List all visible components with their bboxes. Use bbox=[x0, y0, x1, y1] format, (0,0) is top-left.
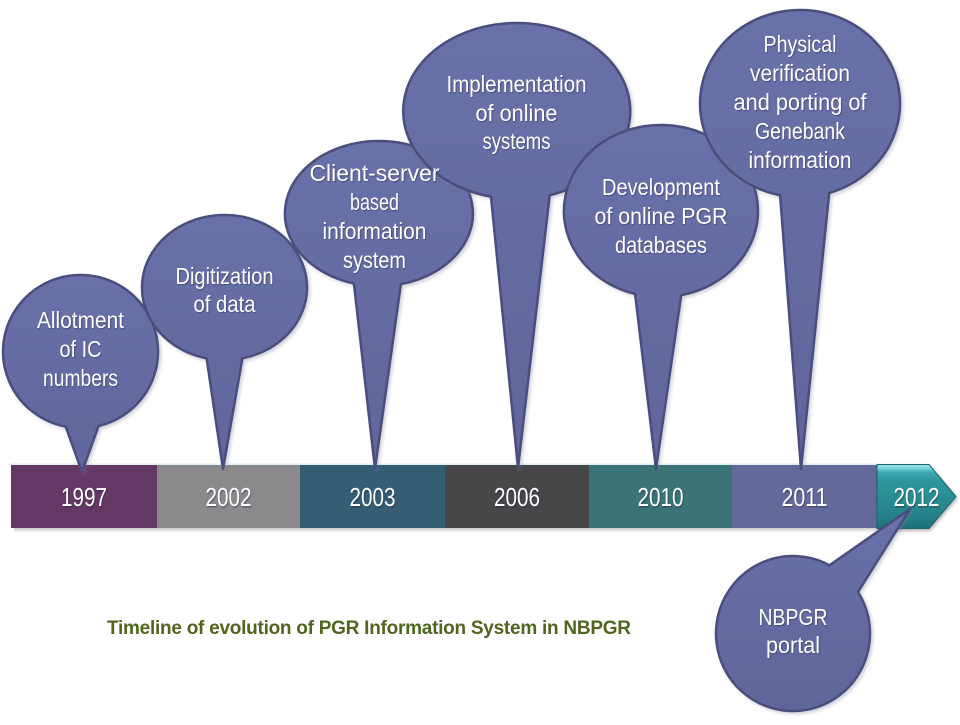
svg-text:2012: 2012 bbox=[894, 482, 940, 512]
svg-text:2002: 2002 bbox=[206, 482, 252, 512]
svg-text:Timeline of evolution of PGR I: Timeline of evolution of PGR Information… bbox=[107, 618, 631, 639]
svg-text:system: system bbox=[343, 247, 406, 273]
svg-text:Client-server: Client-server bbox=[310, 160, 440, 186]
svg-text:2006: 2006 bbox=[494, 482, 540, 512]
svg-text:and porting of: and porting of bbox=[734, 89, 868, 115]
svg-text:2011: 2011 bbox=[782, 482, 828, 512]
svg-text:2010: 2010 bbox=[638, 482, 684, 512]
svg-text:of data: of data bbox=[194, 291, 256, 317]
svg-text:Implementation: Implementation bbox=[447, 71, 587, 97]
svg-text:of online: of online bbox=[476, 100, 558, 126]
svg-text:1997: 1997 bbox=[61, 482, 107, 512]
svg-text:portal: portal bbox=[766, 632, 820, 658]
svg-text:verification: verification bbox=[750, 60, 850, 86]
svg-text:Physical: Physical bbox=[764, 31, 837, 57]
svg-text:based: based bbox=[350, 189, 399, 215]
svg-text:databases: databases bbox=[615, 232, 707, 258]
svg-text:Development: Development bbox=[602, 174, 721, 200]
svg-text:numbers: numbers bbox=[43, 365, 118, 391]
svg-text:NBPGR: NBPGR bbox=[759, 604, 828, 630]
svg-text:2003: 2003 bbox=[350, 482, 396, 512]
svg-text:systems: systems bbox=[483, 128, 551, 154]
svg-text:Digitization: Digitization bbox=[176, 263, 274, 289]
svg-text:information: information bbox=[749, 147, 852, 173]
svg-text:of IC: of IC bbox=[60, 336, 102, 362]
svg-text:information: information bbox=[323, 218, 427, 244]
svg-text:Allotment: Allotment bbox=[37, 307, 125, 333]
svg-text:of online PGR: of online PGR bbox=[595, 203, 728, 229]
svg-text:Genebank: Genebank bbox=[755, 118, 845, 144]
